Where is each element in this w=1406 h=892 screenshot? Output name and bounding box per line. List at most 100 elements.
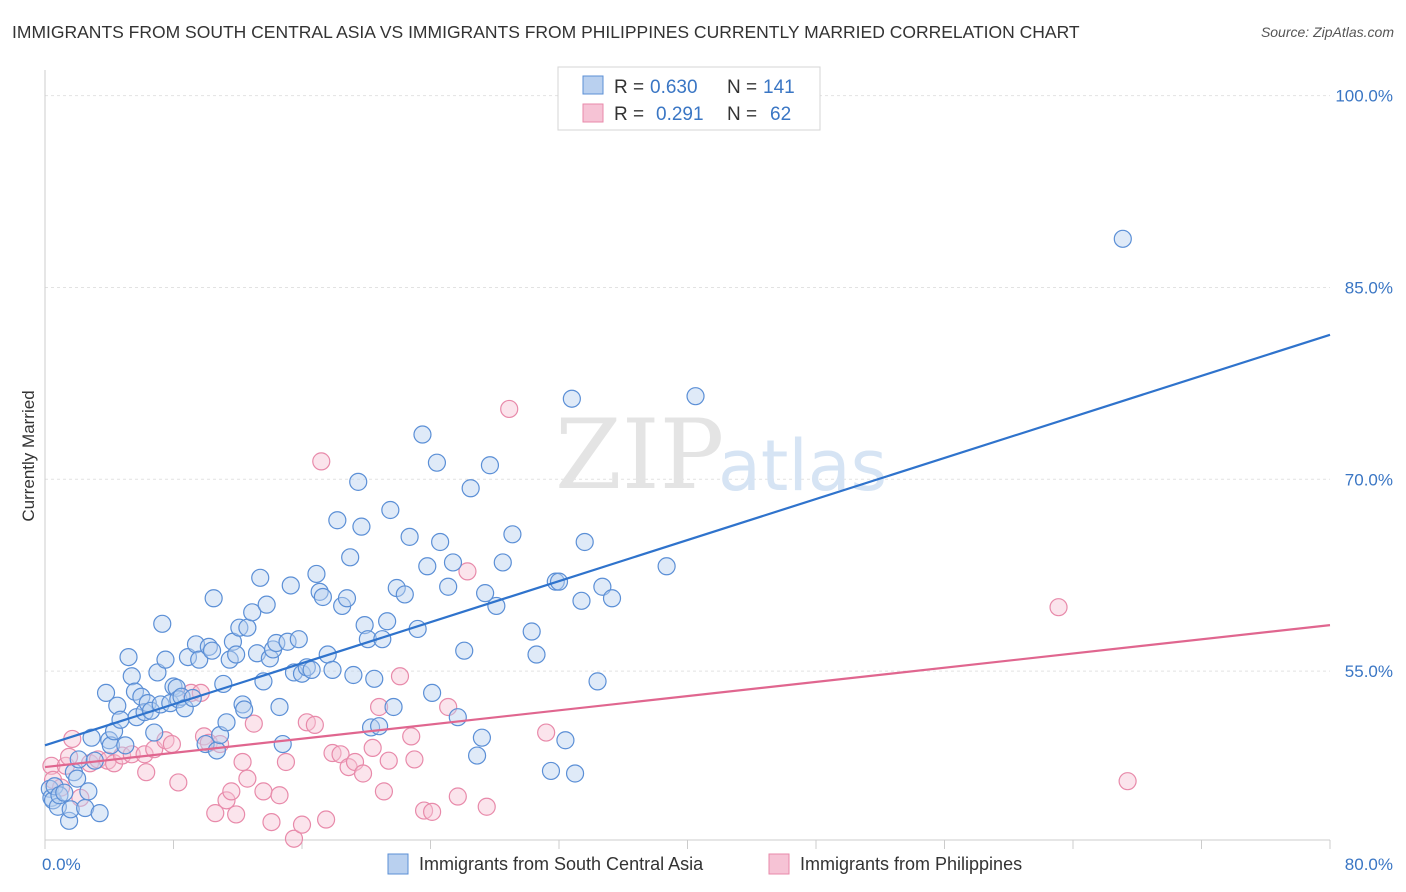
data-point-s0-98 <box>381 500 400 520</box>
watermark-zip: ZIP <box>555 399 724 511</box>
data-point-s1-38 <box>305 715 324 734</box>
legend-r-value-asia: 0.630 <box>650 77 698 98</box>
data-point-s1-29 <box>238 769 257 788</box>
data-point-s0-62 <box>243 603 262 622</box>
data-point-s1-42 <box>331 745 350 764</box>
axes <box>44 70 1331 849</box>
chart-source: Source: ZipAtlas.com <box>1260 24 1394 40</box>
data-point-s0-127 <box>562 389 581 408</box>
data-point-s1-40 <box>316 810 336 829</box>
data-point-s0-8 <box>61 800 80 819</box>
data-point-s1-52 <box>405 750 424 769</box>
trend-line-s1 <box>44 624 1331 769</box>
chart-title: IMMIGRANTS FROM SOUTH CENTRAL ASIA VS IM… <box>12 22 1080 42</box>
data-point-s0-17 <box>96 683 116 703</box>
y-tick-label-1: 70.0% <box>1345 470 1393 489</box>
data-point-s0-112 <box>455 641 474 660</box>
data-point-s0-91 <box>355 616 374 635</box>
data-point-s0-53 <box>214 674 233 694</box>
data-point-s1-56 <box>448 787 467 806</box>
data-point-s0-79 <box>307 564 326 584</box>
legend-r-label-asia: R = <box>614 77 644 98</box>
data-point-s1-28 <box>233 752 252 772</box>
data-point-s0-130 <box>575 532 594 552</box>
data-point-s1-33 <box>270 786 289 805</box>
data-point-s1-59 <box>500 399 519 419</box>
data-point-s0-134 <box>657 557 676 576</box>
data-point-s0-133 <box>602 589 622 608</box>
data-point-s0-115 <box>472 728 491 747</box>
data-point-s0-21 <box>108 696 127 715</box>
data-point-s1-25 <box>217 791 236 810</box>
legend-bottom: Immigrants from South Central Asia Immig… <box>387 853 1022 875</box>
x-tick-label-1: 80.0% <box>1345 855 1393 874</box>
y-tick-labels: 55.0% 70.0% 85.0% 100.0% <box>1335 87 1393 682</box>
data-point-s0-95 <box>370 717 389 736</box>
data-point-s1-17 <box>162 734 181 754</box>
data-point-s1-26 <box>222 782 241 801</box>
data-point-s0-122 <box>527 645 546 664</box>
data-point-s0-66 <box>257 595 276 614</box>
data-point-s0-64 <box>251 568 270 587</box>
data-point-s1-27 <box>227 805 246 824</box>
data-point-s1-60 <box>537 723 556 742</box>
data-point-s0-123 <box>541 761 561 781</box>
data-point-s0-86 <box>337 589 357 608</box>
data-point-s0-13 <box>79 782 98 801</box>
data-point-s1-34 <box>276 752 296 772</box>
y-tick-label-2: 85.0% <box>1345 278 1393 297</box>
series-philippines-points <box>42 399 1137 848</box>
data-point-s0-126 <box>556 731 575 750</box>
data-point-s0-61 <box>238 618 257 637</box>
data-point-s0-75 <box>289 630 308 649</box>
data-point-s0-110 <box>443 553 463 572</box>
data-point-s0-3 <box>45 777 64 796</box>
data-point-s0-117 <box>480 456 500 475</box>
data-point-s0-46 <box>190 650 209 669</box>
data-point-s0-94 <box>365 669 384 688</box>
data-point-s0-136 <box>1113 229 1132 248</box>
data-point-s0-78 <box>302 660 321 679</box>
data-point-s0-99 <box>384 697 403 717</box>
y-tick-label-3: 100.0% <box>1335 87 1393 106</box>
data-point-s0-11 <box>69 750 88 769</box>
data-point-s0-90 <box>352 517 371 536</box>
data-point-s0-14 <box>82 728 101 747</box>
legend-r-label-philippines: R = <box>614 104 644 125</box>
data-point-s1-62 <box>1118 772 1137 791</box>
data-point-s0-72 <box>278 632 297 651</box>
data-point-s1-32 <box>262 812 281 832</box>
data-point-s0-24 <box>119 647 138 667</box>
series-south-central-asia-points <box>40 229 1132 830</box>
data-point-s0-49 <box>202 641 222 660</box>
legend-r-value-philippines: 0.291 <box>656 104 704 125</box>
legend-n-label-asia: N = <box>727 77 757 98</box>
data-point-s1-48 <box>374 782 394 801</box>
data-point-s0-129 <box>572 591 591 610</box>
data-point-s0-51 <box>207 741 226 760</box>
data-point-s0-50 <box>204 589 223 608</box>
data-point-s1-30 <box>244 714 263 733</box>
data-point-s0-113 <box>461 479 480 498</box>
data-point-s1-47 <box>370 697 389 717</box>
data-point-s0-5 <box>50 786 69 805</box>
data-point-s0-60 <box>235 700 254 719</box>
data-point-s0-105 <box>418 557 437 576</box>
data-point-s0-109 <box>439 577 458 596</box>
legend-n-label-philippines: N = <box>727 104 757 125</box>
data-point-s1-49 <box>379 751 398 770</box>
bottom-legend-label-philippines: Immigrants from Philippines <box>800 854 1022 874</box>
data-point-s0-121 <box>522 622 541 641</box>
data-point-s1-58 <box>477 797 496 816</box>
data-point-s0-120 <box>503 525 522 544</box>
data-point-s1-35 <box>284 829 304 848</box>
data-point-s0-81 <box>313 587 332 607</box>
data-point-s1-31 <box>254 782 273 801</box>
data-point-s0-128 <box>565 764 585 783</box>
watermark: ZIP atlas <box>555 399 887 511</box>
legend-top: R = 0.630 N = 141 R = 0.291 N = 62 <box>557 66 821 131</box>
data-point-s0-97 <box>378 612 397 631</box>
data-point-s0-80 <box>310 582 329 601</box>
data-point-s1-50 <box>390 667 410 686</box>
